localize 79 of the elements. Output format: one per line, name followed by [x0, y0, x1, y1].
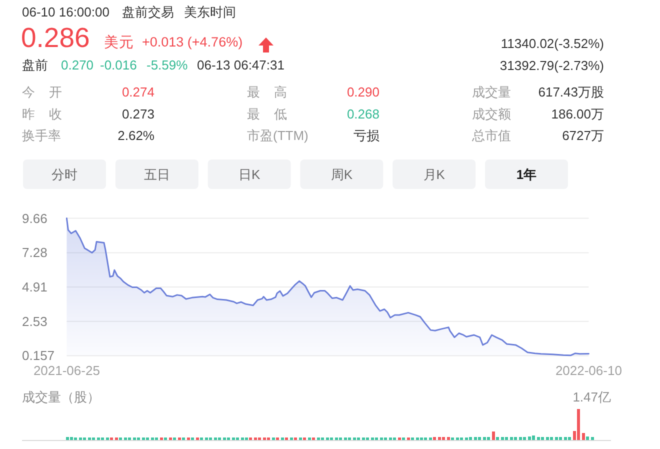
- text: 0.286: [21, 22, 90, 53]
- y-tick-label: 2.53: [22, 314, 48, 329]
- bar: [478, 437, 481, 440]
- bar: [586, 436, 589, 440]
- bar: [469, 437, 472, 440]
- x-tick-label: 2022-06-10: [555, 363, 622, 378]
- text: 617.43万股: [538, 84, 604, 100]
- text: 0.274: [122, 84, 154, 100]
- text: 186.00万: [551, 106, 604, 122]
- bar: [568, 436, 571, 440]
- text: 总市值: [471, 128, 511, 144]
- bar: [447, 437, 450, 440]
- text: 日K: [238, 167, 260, 182]
- bar: [501, 437, 504, 440]
- text: 盘前交易: [122, 4, 174, 20]
- text: 成交额: [472, 106, 511, 122]
- text: 最高: [247, 84, 287, 100]
- text: 31392.79(-2.73%): [500, 58, 604, 73]
- text: 06-10 16:00:00: [22, 4, 110, 20]
- bar: [433, 437, 436, 440]
- bar: [514, 437, 517, 440]
- text: 成交量: [472, 84, 511, 100]
- text: 昨收: [22, 106, 62, 122]
- text: -0.016: [100, 58, 137, 72]
- text: 最低: [247, 106, 287, 122]
- bar: [582, 433, 585, 440]
- bar: [505, 437, 508, 440]
- text: 盘前: [22, 58, 48, 72]
- bar: [519, 437, 522, 440]
- text: 换手率: [22, 128, 61, 144]
- text: +0.013 (+4.76%): [142, 34, 243, 50]
- text: 今开: [22, 84, 62, 100]
- text: 0.273: [122, 106, 154, 122]
- text: 美东时间: [184, 4, 236, 20]
- text: -5.59%: [146, 58, 188, 72]
- bar: [438, 437, 441, 440]
- text: 11340.02(-3.52%): [500, 36, 604, 51]
- bar: [496, 436, 499, 440]
- bar: [528, 436, 531, 440]
- bar: [70, 437, 73, 440]
- bar: [564, 437, 567, 440]
- bar: [442, 437, 445, 440]
- text: 美元: [104, 34, 134, 51]
- bar: [550, 437, 553, 440]
- x-tick-label: 2021-06-25: [33, 363, 100, 378]
- y-tick-label: 7.28: [22, 245, 48, 260]
- y-axis-title: 成交量（股）: [22, 390, 100, 404]
- bar: [523, 437, 526, 440]
- y-tick-label: 4.91: [22, 279, 48, 294]
- y-tick-label: 0.157: [22, 348, 55, 364]
- text: 06-13 06:47:31: [197, 58, 284, 72]
- text: 1年: [516, 167, 537, 182]
- bar: [559, 437, 562, 440]
- bar: [483, 437, 486, 440]
- bar: [591, 437, 594, 440]
- bar: [66, 436, 69, 440]
- text: 1.47亿: [572, 390, 611, 404]
- bar: [555, 437, 558, 440]
- text: 五日: [144, 167, 170, 182]
- text: 亏损: [354, 128, 380, 144]
- text: 市盈(TTM): [247, 128, 308, 144]
- y-tick-label: 9.66: [22, 210, 48, 226]
- text: 6727万: [562, 128, 604, 144]
- text: 月K: [423, 167, 446, 182]
- bar: [510, 437, 513, 440]
- bar: [474, 437, 477, 440]
- text: 0.270: [61, 58, 94, 72]
- text: 0.290: [346, 84, 380, 100]
- bar: [537, 436, 540, 440]
- bar: [546, 437, 549, 440]
- text: 0.268: [346, 106, 380, 122]
- bar: [492, 431, 495, 440]
- text: 分时: [52, 167, 78, 182]
- bar: [577, 409, 580, 440]
- bar: [541, 437, 544, 440]
- text: 2.62%: [118, 128, 155, 144]
- bar: [532, 436, 535, 440]
- bar: [487, 437, 490, 440]
- text: 周K: [330, 167, 353, 182]
